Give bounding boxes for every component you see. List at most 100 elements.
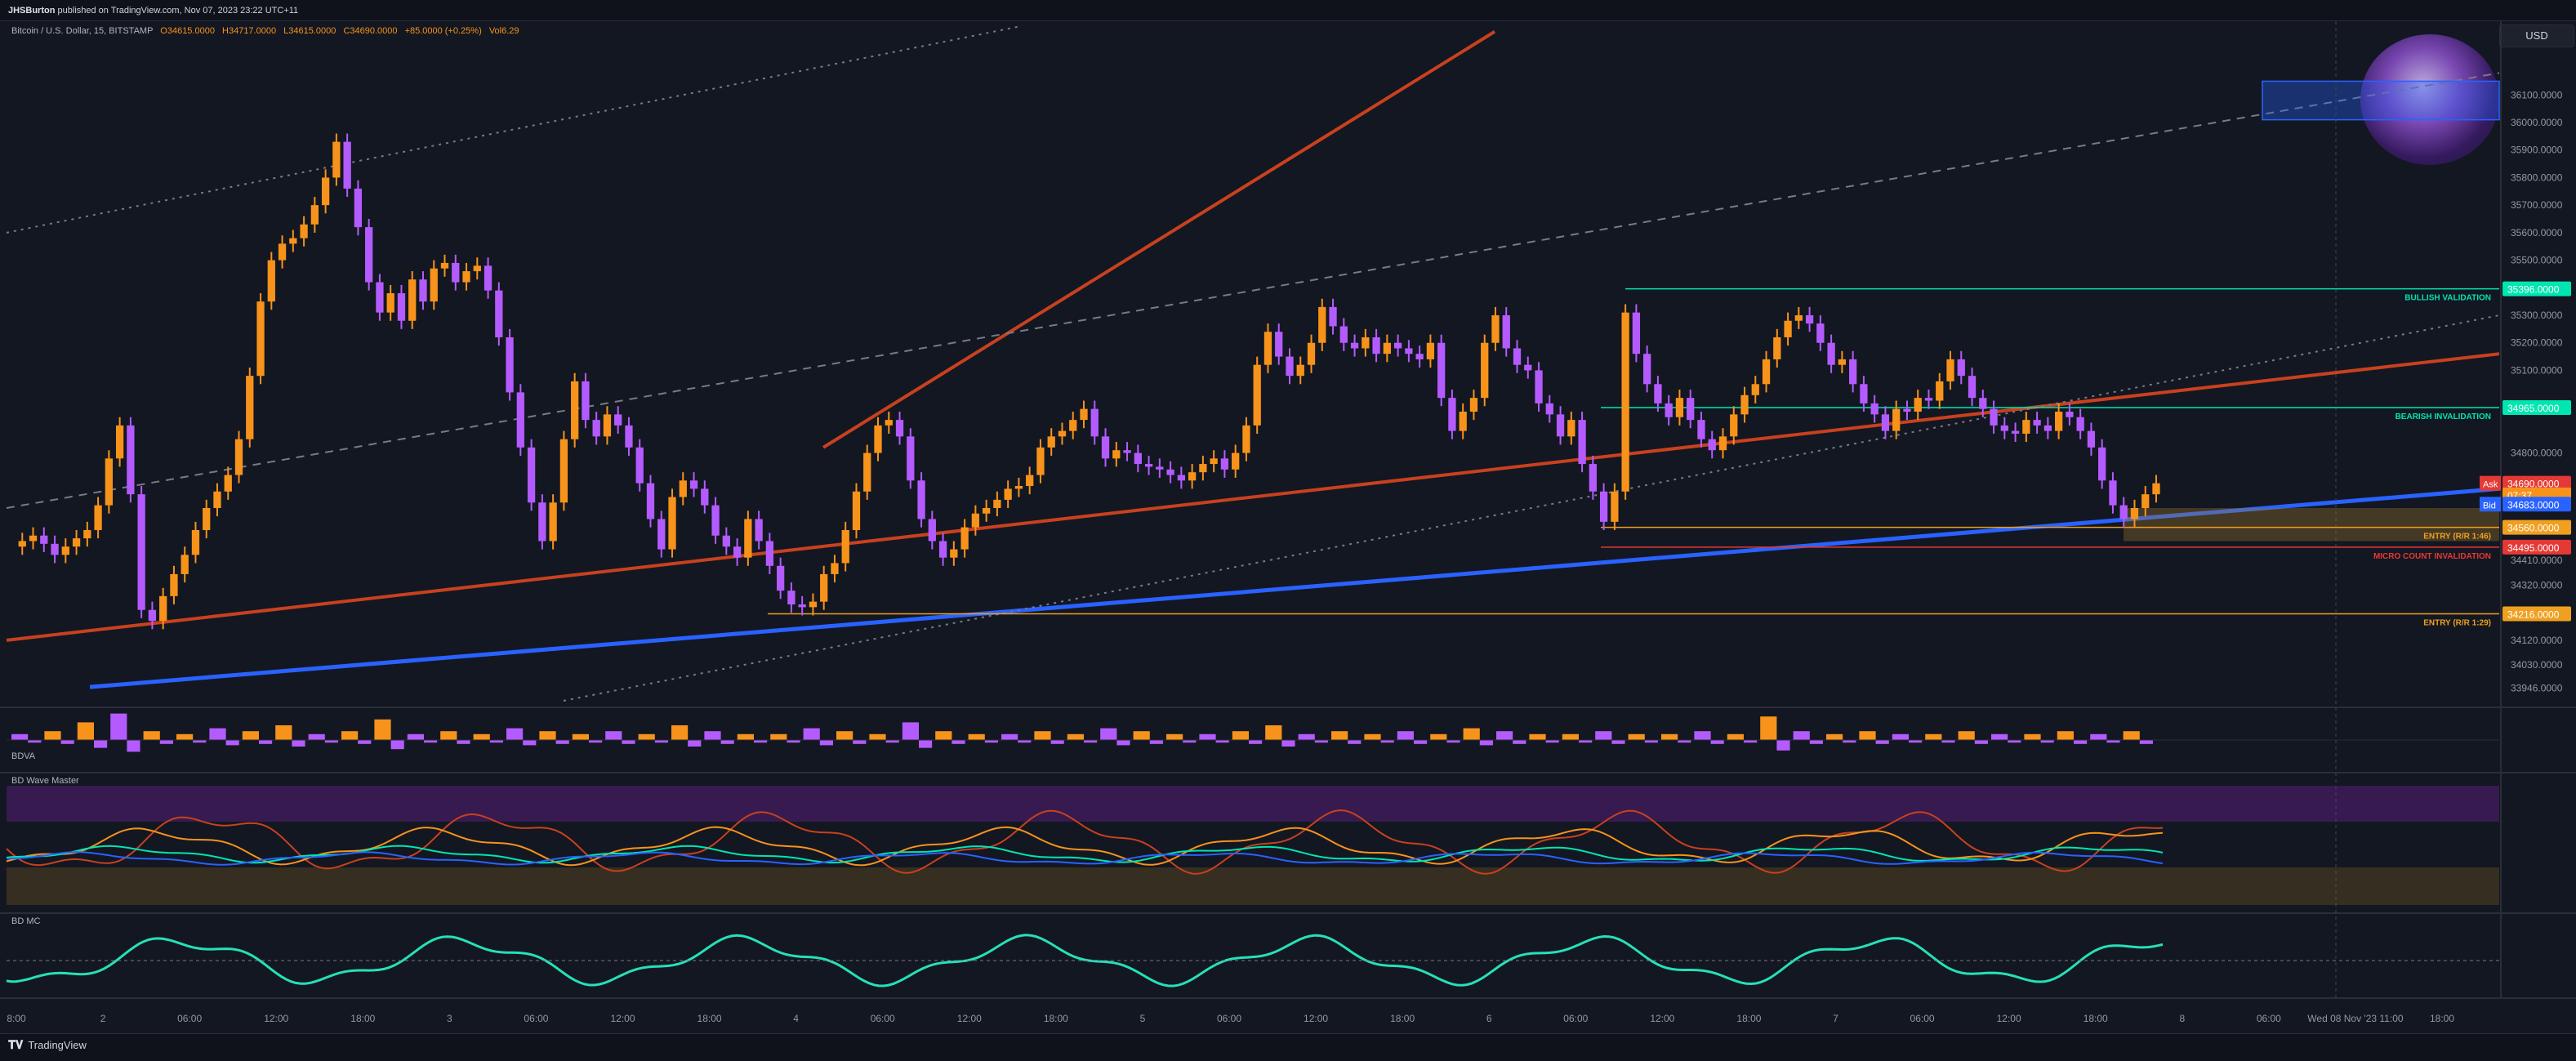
y-tick-label: 36100.0000 [2511,89,2563,100]
volume-bar-negative [1414,740,1428,744]
candle-body [1730,414,1738,437]
x-tick-label: 18:00 [1390,1013,1415,1024]
volume-bar-negative [720,740,734,744]
volume-bar [1034,731,1051,740]
candle-body [1469,398,1478,412]
ohlc-low: L34615.0000 [283,26,336,36]
candle-body [1654,384,1662,403]
price-tag-label: 35396.0000 [2507,284,2560,296]
x-tick-label: 2 [100,1013,106,1024]
candle-body [938,541,947,558]
candle-body [2098,447,2106,481]
volume-bar [1694,731,1711,740]
candle-body [506,337,514,393]
price-chart[interactable]: 36100.0000 36000.0000 35900.0000 35800.0000… [0,21,2576,1033]
candle-body [982,508,991,514]
volume-bar-negative [324,740,338,743]
candle-body [841,529,849,564]
x-tick-label: 06:00 [1563,1013,1588,1024]
level-label: BULLISH VALIDATION [2404,294,2491,303]
volume-bar-negative [1809,740,1823,744]
candle-body [527,447,536,503]
x-tick-label: 06:00 [871,1013,895,1024]
candle-body [2109,480,2117,506]
volume-bar [1298,733,1315,740]
volume-bar [308,733,325,740]
price-tag-label: 34560.0000 [2507,523,2560,534]
candle-body [1296,364,1304,377]
volume-bar [2024,733,2041,740]
volume-bar [1166,733,1183,740]
y-tick-label: 35900.0000 [2511,145,2563,156]
candle-body [1611,491,1619,522]
candle-body [321,177,330,206]
candle-body [1058,430,1067,437]
candle-body [1047,436,1055,448]
candle-body [1166,469,1174,475]
volume-bar-negative [2106,740,2120,743]
volume-bar-negative [1545,740,1559,743]
candle-body [1946,359,1954,381]
volume-bar-negative [885,740,899,743]
candle-body [256,301,265,377]
candle-body [246,376,254,439]
volume-bar [1463,728,1480,740]
tradingview-logo[interactable]: 𝐓𝐕 TradingView [8,1038,87,1052]
candle-body [1675,398,1684,417]
volume-bar [1958,731,1975,740]
volume-bar-negative [688,740,702,747]
volume-bar [704,731,721,740]
x-tick-label: 18:00 [697,1013,722,1024]
candle-body [1545,403,1553,415]
candle-body [1286,356,1294,377]
ohlc-volume: Vol6.29 [488,26,519,36]
volume-bar-negative [457,740,470,744]
volume-bar [737,733,754,740]
y-tick-label: 34120.0000 [2511,635,2563,646]
candle-body [1665,403,1673,417]
candle-body [960,527,969,550]
volume-bar-negative [1909,740,1923,743]
bdmc-pane-label[interactable]: BD MC [11,916,41,926]
price-tag-bg [2502,399,2571,415]
x-tick-label: 7 [1833,1013,1838,1024]
mc-oscillator-line [6,934,2164,987]
author-name[interactable]: JHSBurton [8,6,56,16]
volume-bar [44,731,61,740]
publish-info: published on TradingView.com, Nov 07, 20… [57,6,299,16]
wave-master-pane-label[interactable]: BD Wave Master [11,776,79,786]
y-tick-label: 33946.0000 [2511,682,2563,693]
candle-body [1188,472,1197,481]
candle-body [1892,408,1901,431]
currency-button[interactable]: USD [2499,25,2574,47]
candle-body [1004,488,1012,500]
candle-body [278,243,287,261]
candle-body [787,591,796,604]
candle-body [1080,408,1088,421]
candle-body [1914,398,1922,412]
candle-body [94,505,102,530]
volume-bar-negative [1843,740,1856,743]
candle-body [1014,486,1023,489]
symbol-title[interactable]: Bitcoin / U.S. Dollar, 15, BITSTAMP [11,26,154,36]
volume-bar-negative [1183,740,1197,743]
candle-body [1621,312,1629,492]
candle-body [1253,364,1261,426]
volume-bar [473,733,490,740]
x-tick-label: 12:00 [1650,1013,1674,1024]
bdva-pane-label[interactable]: BDVA [11,751,36,761]
candle-body [365,227,373,283]
candle-body [105,458,114,506]
candle-body [971,513,980,528]
bid-badge [2480,497,2501,512]
x-tick-label: 12:00 [1304,1013,1328,1024]
candle-body [2119,505,2128,519]
volume-bar-negative [787,740,800,743]
x-tick-label: 18:00 [350,1013,375,1024]
candle-body [1578,420,1586,465]
candle-body [1718,436,1727,451]
candle-body [1751,384,1759,395]
entry-zone-box [2124,508,2499,542]
candle-body [180,555,189,574]
candle-body [592,420,600,437]
